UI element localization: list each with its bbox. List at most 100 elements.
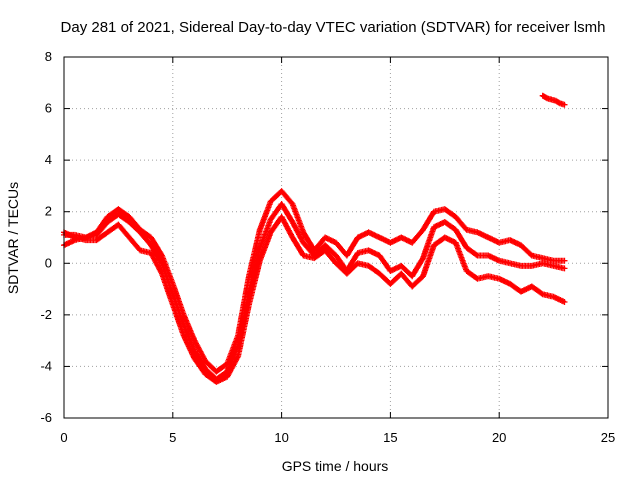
data-point-2-1: [74, 236, 76, 239]
data-point-2-41: [509, 283, 511, 285]
data-point-1-4: [106, 221, 109, 223]
data-point-2-6: [128, 236, 131, 239]
data-point-2-38: [476, 277, 479, 280]
data-point-3-1: [546, 97, 548, 100]
data-point-1-33: [422, 257, 424, 259]
data-point-1-35: [443, 221, 446, 223]
data-point-1-13: [204, 368, 207, 370]
series-track-3: [61, 213, 568, 385]
data-point-3-5: [563, 103, 566, 106]
data-point-1-3: [95, 234, 98, 236]
data-point-0-41: [509, 239, 511, 242]
data-point-1-22: [302, 241, 305, 244]
data-point-2-24: [324, 249, 326, 252]
data-point-0-10: [171, 283, 174, 285]
y-tick-label-6: 6: [45, 101, 52, 116]
data-point-1-21: [291, 221, 294, 223]
data-point-2-29: [378, 272, 381, 275]
y-tick-label-0: -6: [40, 410, 52, 425]
data-point-2-37: [465, 270, 468, 272]
data-point-0-39: [487, 236, 490, 239]
data-point-1-43: [530, 265, 533, 267]
data-point-2-26: [346, 272, 348, 275]
data-point-2-4: [106, 231, 109, 234]
data-point-0-31: [400, 236, 403, 239]
data-point-2-11: [182, 334, 185, 337]
data-point-0-4: [106, 216, 109, 218]
data-point-0-27: [356, 236, 359, 239]
data-point-1-19: [269, 218, 272, 221]
y-tick-label-2: -2: [40, 307, 52, 322]
data-point-0-18: [258, 228, 261, 231]
data-point-1-11: [182, 324, 185, 327]
data-point-2-43: [530, 285, 533, 288]
data-point-0-14: [215, 370, 218, 373]
data-point-1-8: [150, 244, 152, 247]
data-point-2-33: [422, 275, 424, 278]
data-point-2-34: [433, 244, 435, 247]
data-point-2-25: [335, 262, 337, 265]
plot-frame: [63, 56, 609, 419]
data-point-1-32: [411, 275, 414, 278]
data-point-1-41: [509, 262, 511, 265]
data-point-1-27: [356, 252, 359, 254]
data-point-2-46: [563, 301, 566, 303]
data-point-0-35: [443, 208, 446, 211]
data-point-0-19: [269, 200, 272, 203]
axis-ticks: 0 5 10 15 20 25 -6 -4 -2 0 2 4 6 8: [40, 49, 615, 445]
data-point-0-36: [454, 216, 457, 218]
data-point-3-2: [550, 98, 553, 101]
data-point-0-22: [302, 231, 305, 234]
data-point-3-0: [541, 94, 544, 97]
data-point-2-3: [95, 239, 98, 242]
data-point-2-22: [302, 254, 305, 257]
data-point-0-43: [530, 254, 533, 257]
series-track-4: [539, 92, 568, 108]
data-point-2-45: [552, 295, 555, 298]
data-point-2-13: [204, 373, 207, 376]
data-point-3-3: [554, 99, 557, 102]
data-point-2-42: [520, 290, 522, 293]
data-point-0-44: [541, 257, 544, 259]
data-point-0-34: [433, 210, 435, 213]
x-tick-label-2: 10: [274, 430, 288, 445]
data-point-1-39: [487, 254, 490, 257]
data-point-1-38: [476, 254, 479, 257]
x-tick-label-1: 5: [169, 430, 176, 445]
data-point-1-9: [161, 262, 163, 265]
data-point-0-29: [378, 236, 381, 239]
data-point-1-34: [433, 226, 435, 229]
data-point-0-9: [161, 254, 163, 257]
data-point-0-13: [204, 360, 207, 363]
data-point-2-36: [454, 241, 457, 244]
data-point-0-32: [411, 241, 414, 244]
data-point-2-39: [487, 275, 490, 278]
data-point-0-23: [313, 249, 316, 252]
data-point-1-40: [498, 259, 501, 262]
data-point-2-16: [237, 355, 240, 357]
data-point-0-25: [335, 241, 337, 244]
data-point-2-28: [367, 265, 370, 267]
data-point-1-5: [117, 213, 120, 216]
data-point-2-35: [443, 236, 446, 239]
y-tick-label-4: 2: [45, 204, 52, 219]
data-point-0-20: [280, 190, 283, 193]
data-point-1-42: [520, 265, 522, 267]
data-point-2-40: [498, 277, 501, 280]
data-point-1-7: [139, 231, 142, 234]
data-point-2-31: [400, 272, 403, 275]
data-point-2-8: [150, 252, 152, 254]
data-point-2-23: [313, 257, 316, 259]
data-point-2-12: [193, 357, 196, 360]
data-point-1-37: [465, 246, 468, 249]
data-point-1-31: [400, 265, 403, 267]
data-point-2-2: [84, 239, 87, 242]
data-point-2-44: [541, 293, 544, 296]
y-axis-label: SDTVAR / TECUs: [5, 182, 21, 294]
data-point-0-37: [465, 228, 468, 231]
data-point-0-33: [422, 228, 424, 231]
data-point-1-44: [541, 262, 544, 265]
data-point-1-6: [128, 221, 131, 223]
data-point-2-5: [117, 223, 120, 226]
